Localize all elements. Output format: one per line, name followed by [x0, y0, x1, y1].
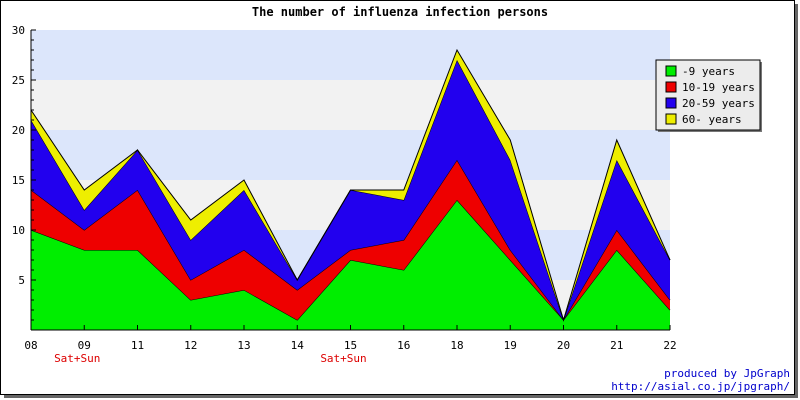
legend-swatch — [665, 65, 677, 77]
x-tick-label: 20 — [557, 339, 570, 352]
x-tick-label: 16 — [397, 339, 410, 352]
legend-label: 60- years — [682, 113, 742, 126]
legend-swatch — [665, 113, 677, 125]
y-tick-label: 15 — [12, 174, 25, 187]
legend-swatch — [665, 97, 677, 109]
x-tick-label: 08 — [24, 339, 37, 352]
series-line-4 — [30, 48, 671, 322]
x-tick-label: 09 — [78, 339, 91, 352]
area-series-1 — [31, 200, 670, 330]
legend-label: -9 years — [682, 65, 735, 78]
chart-title: The number of influenza infection person… — [252, 5, 548, 19]
x-tick-label: 12 — [184, 339, 197, 352]
x-tick-label: 18 — [450, 339, 463, 352]
grid-band — [31, 80, 670, 130]
x-tick-label: 19 — [504, 339, 517, 352]
x-tick-label: 21 — [610, 339, 623, 352]
x-tick-label: 13 — [237, 339, 250, 352]
y-tick-label: 20 — [12, 124, 25, 137]
footer-url: http://asial.co.jp/jpgraph/ — [611, 380, 790, 393]
x-tick-label: 22 — [663, 339, 676, 352]
footer-credit: produced by JpGraph — [664, 367, 790, 380]
weekend-annotation: Sat+Sun — [54, 352, 100, 365]
x-tick-label: 11 — [131, 339, 144, 352]
y-tick-label: 5 — [18, 274, 25, 287]
x-tick-label: 15 — [344, 339, 357, 352]
y-tick-label: 25 — [12, 74, 25, 87]
x-tick-label: 14 — [291, 339, 305, 352]
legend-label: 20-59 years — [682, 97, 755, 110]
area-series-4 — [31, 50, 670, 320]
y-tick-label: 10 — [12, 224, 25, 237]
legend-label: 10-19 years — [682, 81, 755, 94]
grid-band — [31, 30, 670, 80]
y-tick-label: 30 — [12, 24, 25, 37]
legend-swatch — [665, 81, 677, 93]
weekend-annotation: Sat+Sun — [320, 352, 366, 365]
